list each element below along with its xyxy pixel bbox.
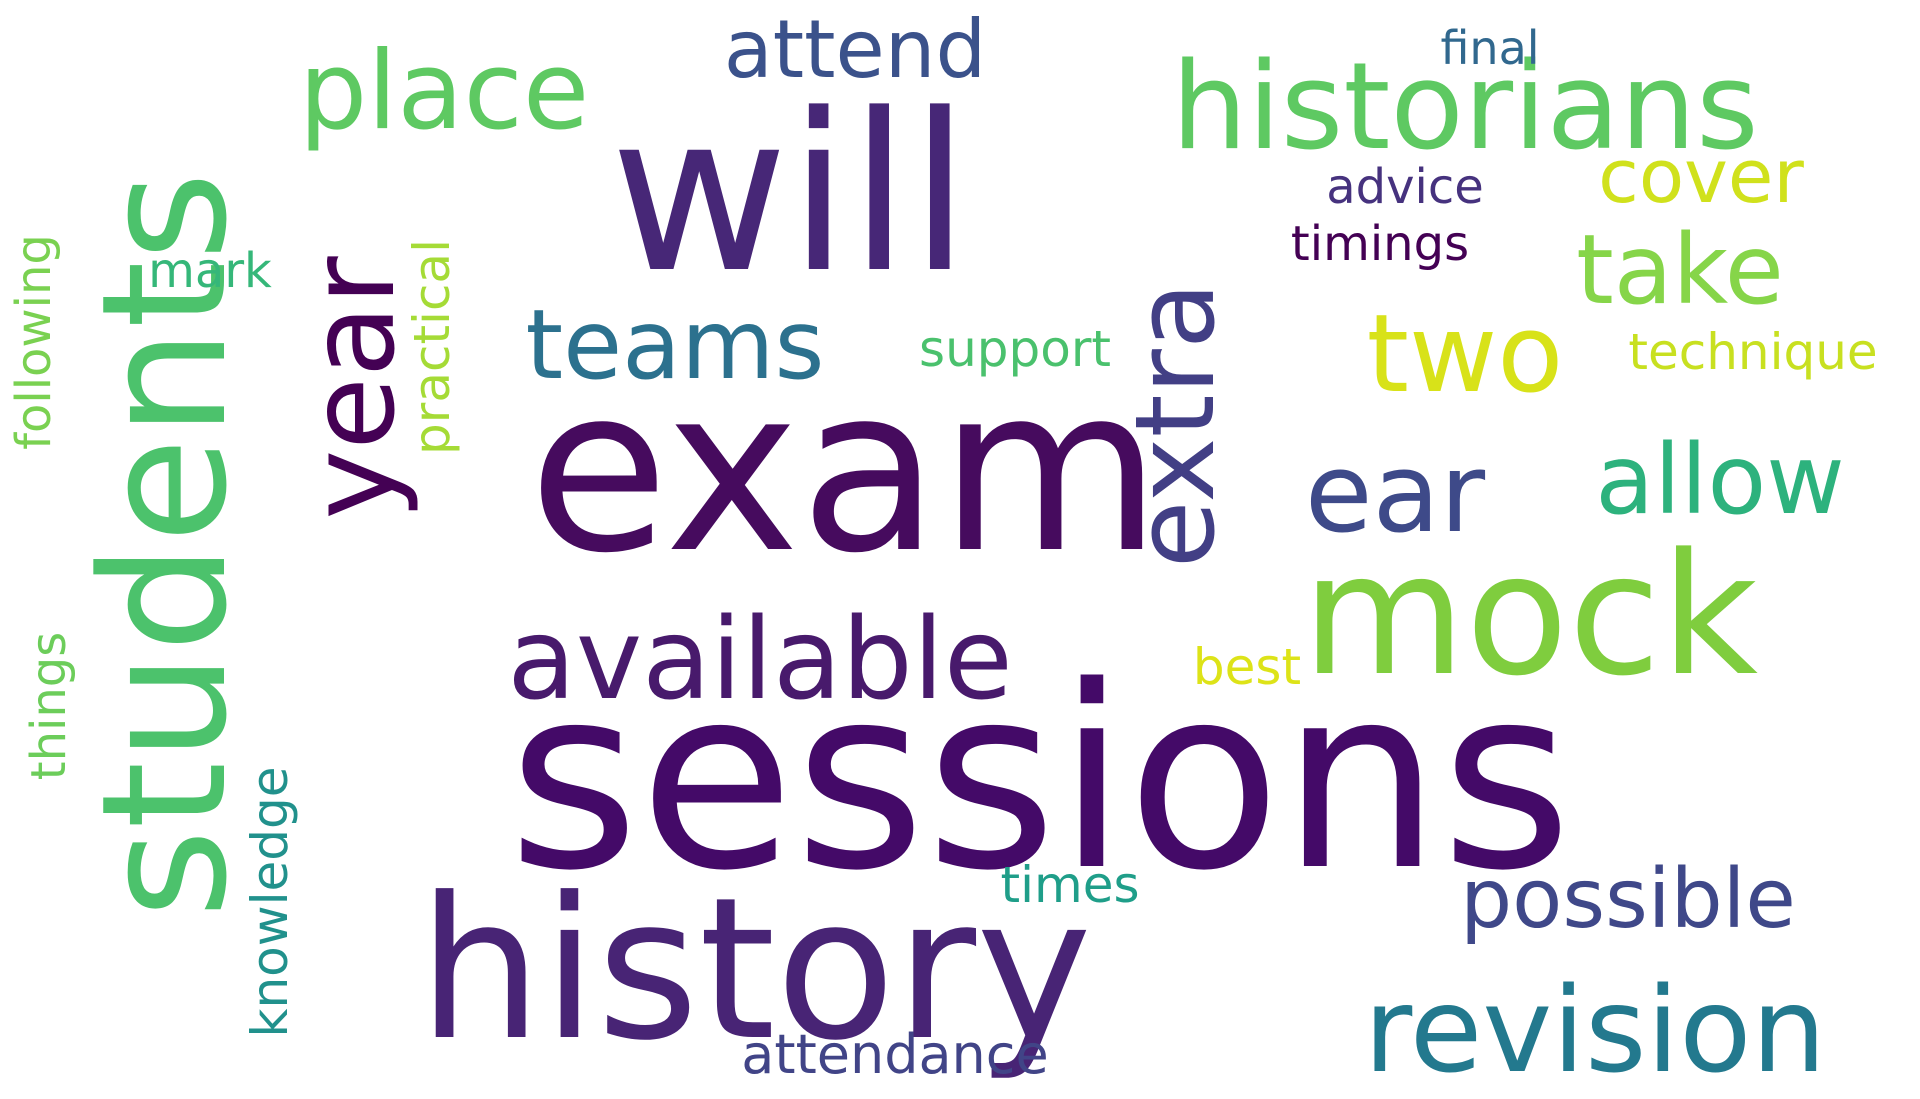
word-knowledge: knowledge [241,766,299,1038]
word-times: times [1000,856,1140,914]
word-mark: mark [148,243,272,299]
word-attendance: attendance [741,1023,1049,1086]
word-advice: advice [1326,159,1484,215]
word-allow: allow [1595,424,1845,536]
word-attend: attend [723,3,987,96]
word-extra: extra [1111,281,1239,569]
word-technique: technique [1628,323,1878,381]
word-ear: ear [1304,429,1486,557]
word-possible: possible [1460,852,1796,947]
word-exam: exam [528,337,1162,603]
word-teams: teams [525,289,825,401]
word-available: available [507,595,1013,725]
word-support: support [919,320,1111,378]
word-historians: historians [1171,38,1759,177]
word-cover: cover [1598,134,1804,220]
word-take: take [1576,214,1784,326]
word-year: year [283,256,421,520]
word-final: final [1440,21,1540,75]
word-two: two [1366,292,1564,417]
word-following: following [6,234,62,450]
word-place: place [298,29,590,154]
word-things: things [21,631,77,781]
word-sessions: sessions [507,633,1573,926]
word-practical: practical [403,239,461,455]
word-will: will [610,68,970,321]
word-best: best [1192,638,1302,696]
word-history: history [417,856,1093,1084]
word-revision: revision [1363,961,1827,1099]
word-timings: timings [1290,216,1470,272]
word-mock: mock [1301,517,1759,713]
